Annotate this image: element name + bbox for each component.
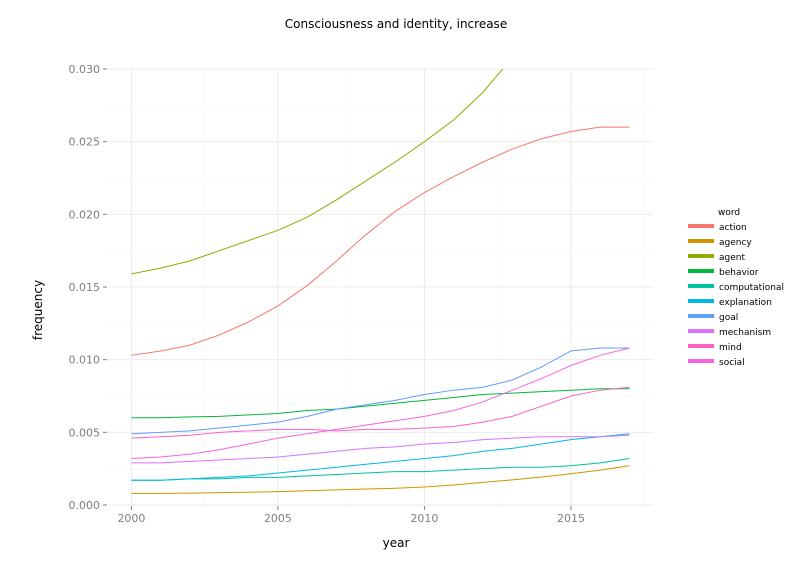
y-tick-label: 0.020 (69, 208, 101, 221)
legend-key-agent (688, 254, 714, 258)
grid (108, 68, 653, 506)
y-axis-label: frequency (31, 280, 45, 340)
y-tick-label: 0.005 (69, 426, 101, 439)
x-axis-label: year (383, 536, 410, 550)
legend-label-social: social (719, 358, 745, 368)
x-tick-label: 2010 (410, 512, 438, 525)
y-tick-label: 0.000 (69, 499, 101, 512)
legend-key-action (688, 224, 714, 228)
y-tick-label: 0.025 (69, 136, 101, 149)
y-tick-label: 0.015 (69, 281, 101, 294)
legend-key-mechanism (688, 329, 714, 333)
x-axis: 2000 2005 2010 2015 (117, 506, 585, 525)
legend-title: word (718, 208, 740, 218)
legend-label-goal: goal (719, 313, 738, 323)
series-line-mechanism (131, 434, 630, 464)
legend-label-mind: mind (719, 343, 742, 353)
legend: word action agency agent behavior computatio… (688, 208, 784, 368)
legend-key-goal (688, 314, 714, 318)
series-line-explanation (131, 433, 630, 481)
series-line-agent (131, 69, 504, 275)
y-tick-label: 0.010 (69, 354, 101, 367)
series-lines (131, 69, 630, 494)
x-tick-label: 2005 (264, 512, 292, 525)
series-line-mind (131, 386, 630, 439)
legend-label-action: action (719, 223, 747, 233)
legend-key-behavior (688, 269, 714, 273)
legend-label-computational: computational (719, 283, 784, 293)
series-line-agency (131, 465, 630, 494)
legend-label-behavior: behavior (719, 268, 759, 278)
series-line-computational (131, 457, 630, 481)
legend-key-explanation (688, 299, 714, 303)
legend-label-mechanism: mechanism (719, 328, 771, 338)
legend-key-social (688, 359, 714, 363)
legend-key-computational (688, 284, 714, 288)
legend-key-mind (688, 344, 714, 348)
legend-label-agent: agent (719, 253, 745, 263)
series-line-action (131, 126, 630, 356)
series-line-behavior (131, 388, 630, 419)
legend-key-agency (688, 239, 714, 243)
y-tick-label: 0.030 (69, 63, 101, 76)
x-tick-label: 2015 (557, 512, 585, 525)
series-line-goal (131, 347, 630, 435)
legend-label-agency: agency (719, 238, 752, 248)
legend-label-explanation: explanation (719, 298, 772, 308)
x-tick-label: 2000 (117, 512, 145, 525)
y-axis: 0.000 0.005 0.010 0.015 0.020 0.025 0.030 (69, 63, 107, 512)
series-line-social (131, 347, 630, 459)
chart-title: Consciousness and identity, increase (285, 17, 507, 31)
